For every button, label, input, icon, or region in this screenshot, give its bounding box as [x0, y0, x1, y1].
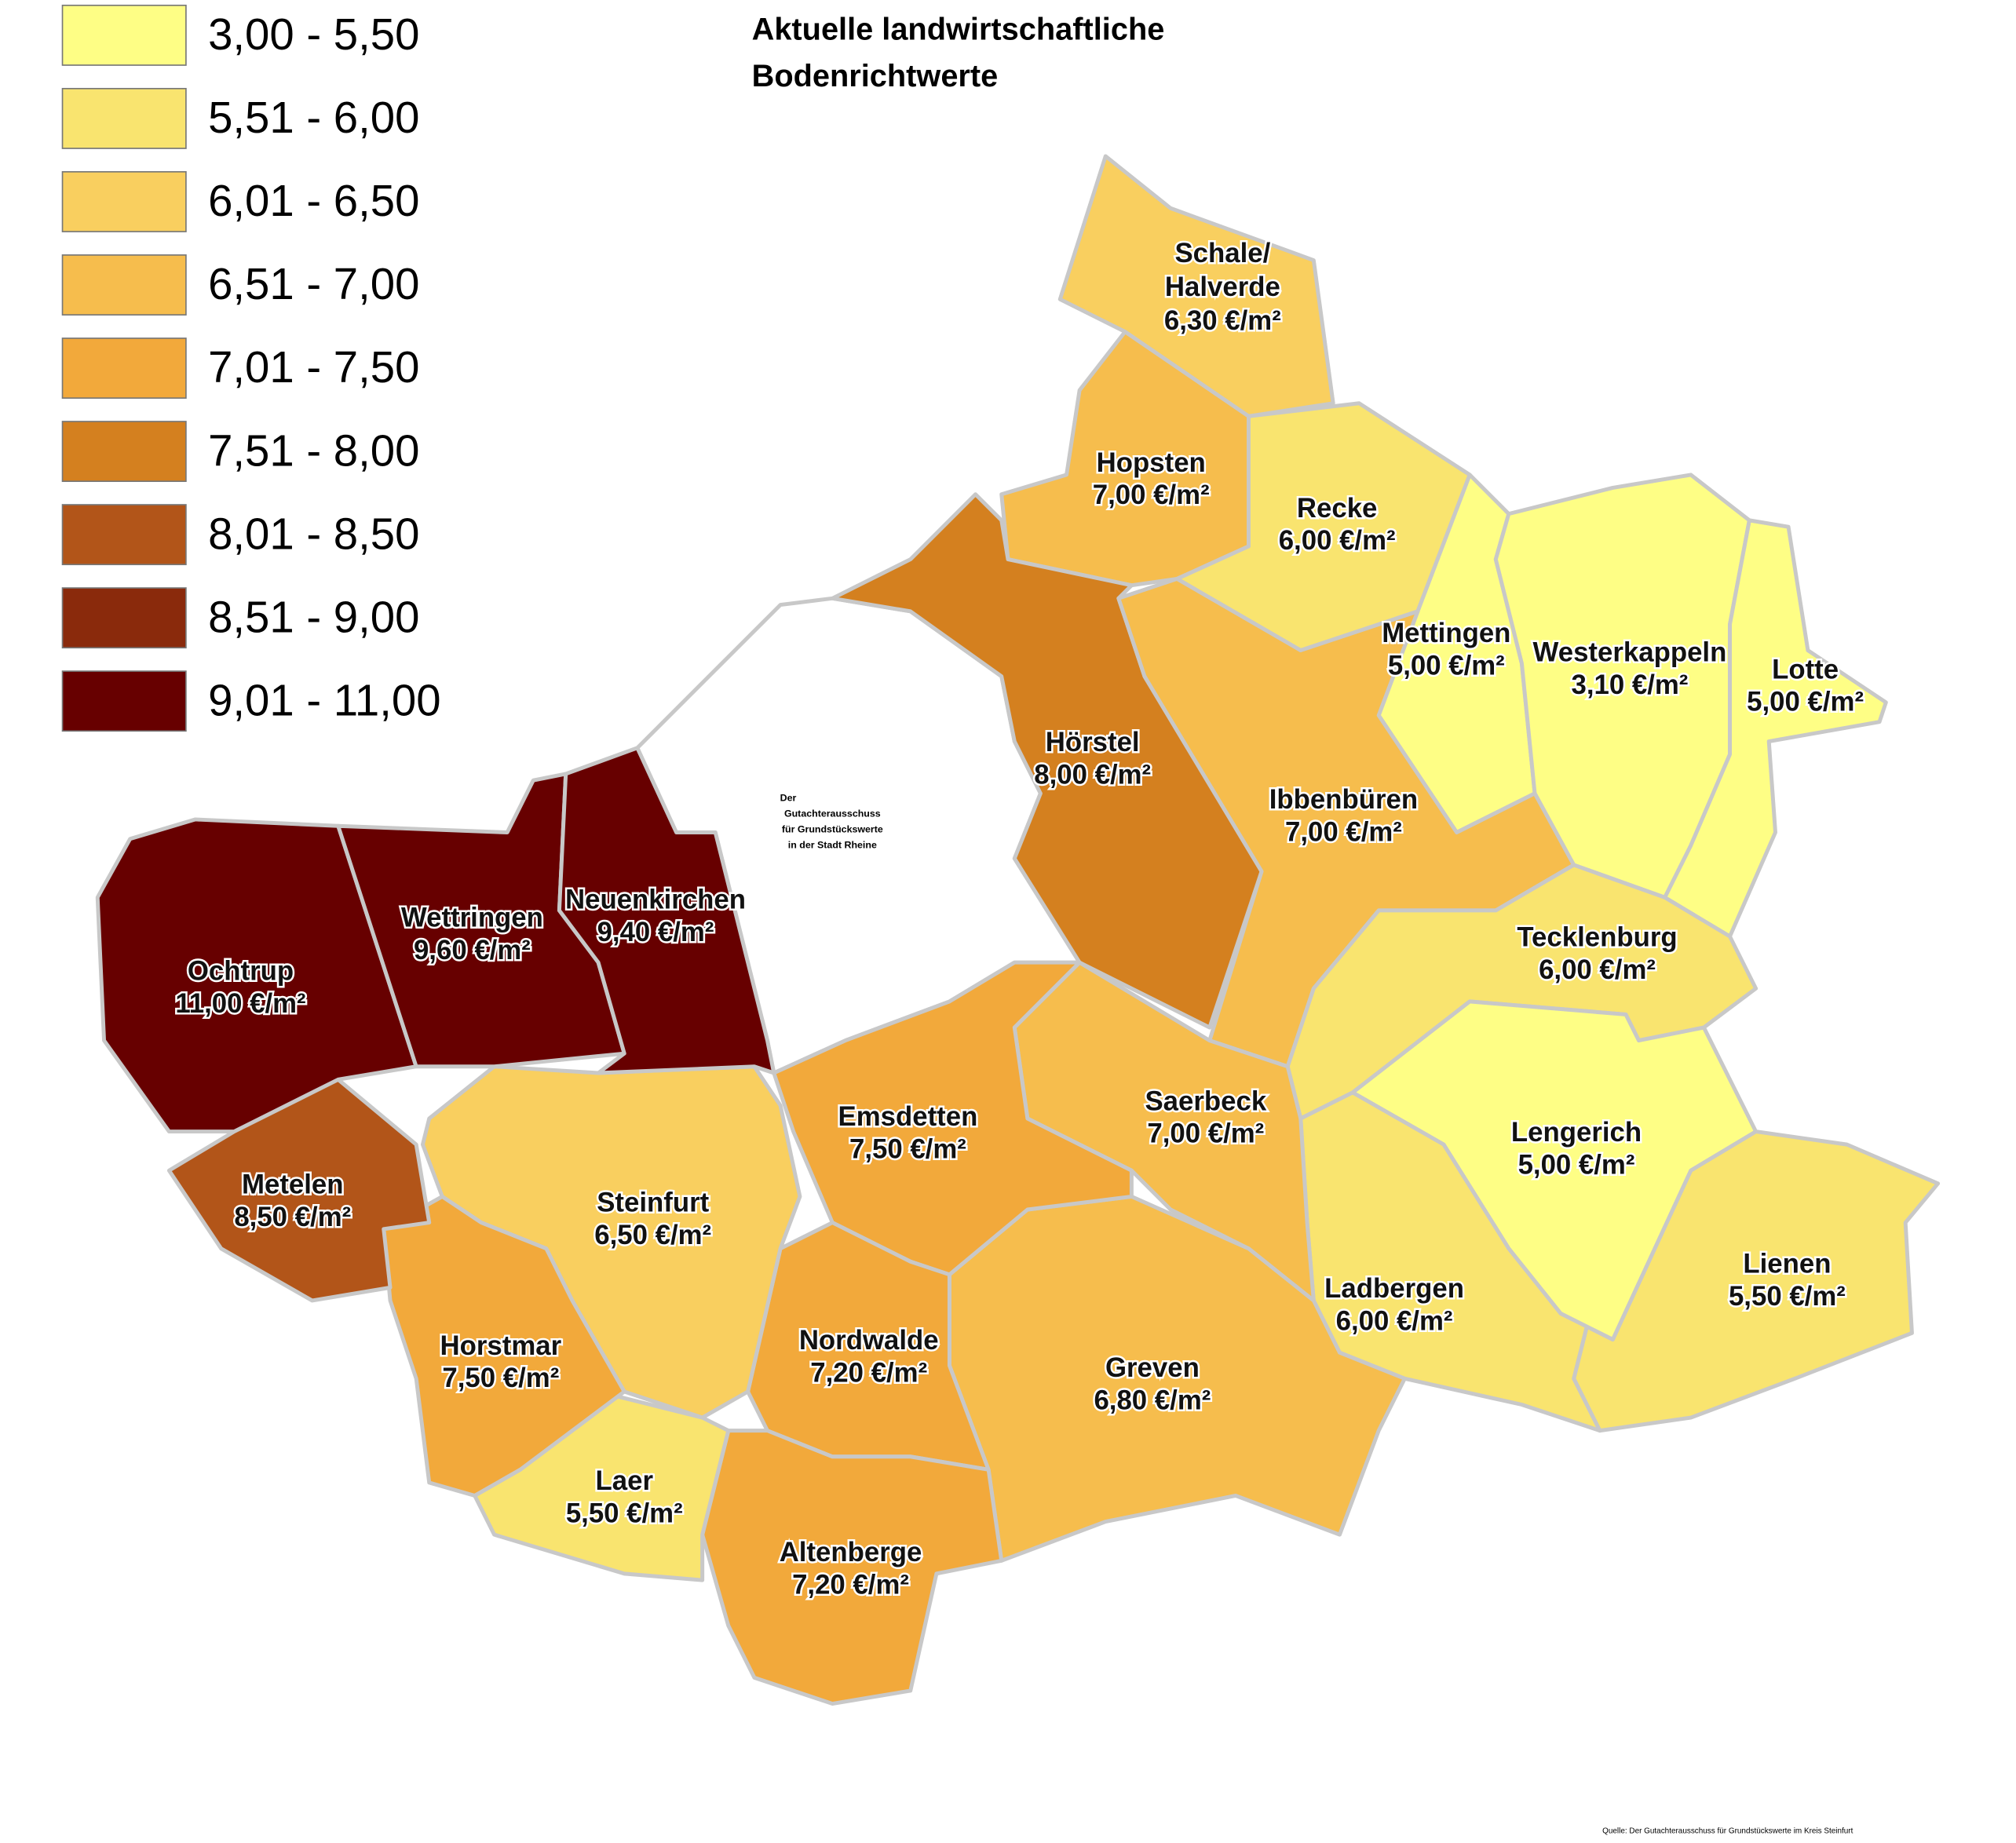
rheine-note: für Grundstückswerte	[782, 823, 883, 834]
region-name: Steinfurt	[597, 1188, 709, 1218]
region-name: Saerbeck	[1145, 1086, 1266, 1116]
region-name: Laer	[596, 1466, 654, 1496]
region-value: 7,20 €/m²	[792, 1571, 909, 1600]
region-value: 8,50 €/m²	[234, 1203, 351, 1232]
region-name: Tecklenburg	[1517, 923, 1677, 953]
region-value: 5,00 €/m²	[1747, 688, 1864, 717]
region-name: Ibbenbüren	[1269, 785, 1418, 815]
region	[700, 1429, 1004, 1706]
region-value: 6,00 €/m²	[1539, 955, 1656, 985]
rheine-note: in der Stadt Rheine	[788, 839, 877, 850]
region-value: 5,00 €/m²	[1518, 1150, 1635, 1180]
region-value: 7,50 €/m²	[442, 1363, 559, 1393]
region-value: 5,00 €/m²	[1388, 651, 1505, 681]
region-name: Hopsten	[1097, 448, 1206, 478]
region	[557, 746, 776, 1075]
legend-swatch	[61, 88, 187, 149]
region-name: Horstmar	[440, 1331, 562, 1361]
map-title: Bodenrichtwerte	[752, 59, 999, 93]
region-value: 5,50 €/m²	[566, 1499, 683, 1529]
legend-swatch	[61, 670, 187, 732]
region-name: Halverde	[1165, 272, 1280, 302]
region-name: Hörstel	[1046, 728, 1140, 757]
region-name: Ochtrup	[188, 957, 294, 987]
legend-label: 6,01 - 6,50	[208, 176, 419, 225]
region-value: 6,80 €/m²	[1094, 1385, 1211, 1415]
legend-swatch	[61, 171, 187, 232]
region-value: 3,10 €/m²	[1572, 670, 1689, 700]
region-name: Nordwalde	[799, 1326, 939, 1356]
region-value: 11,00 €/m²	[175, 989, 305, 1019]
source-note: Quelle: Der Gutachterausschuss für Grund…	[1602, 1827, 1853, 1836]
legend-swatch	[61, 421, 187, 483]
region-value: 6,50 €/m²	[594, 1221, 711, 1250]
region-value: 8,00 €/m²	[1034, 760, 1151, 790]
legend-swatch	[61, 254, 187, 316]
legend-swatch	[61, 338, 187, 399]
region-value: 7,50 €/m²	[849, 1135, 966, 1165]
region-name: Lotte	[1772, 655, 1839, 684]
region-name: Metelen	[242, 1170, 344, 1199]
legend-swatch	[61, 587, 187, 649]
legend-label: 7,01 - 7,50	[208, 342, 419, 392]
region	[95, 817, 418, 1134]
legend-swatch	[61, 4, 187, 66]
region	[1572, 1130, 1941, 1433]
region-name: Neuenkirchen	[565, 885, 746, 915]
legend-label: 9,01 - 11,00	[208, 675, 440, 724]
region-name: Ladbergen	[1324, 1274, 1464, 1304]
region-value: 6,30 €/m²	[1164, 306, 1281, 336]
region-name: Schale/	[1174, 239, 1270, 268]
legend-swatch	[61, 504, 187, 566]
region-name: Altenberge	[780, 1538, 922, 1567]
region	[1663, 518, 1888, 939]
legend-label: 5,51 - 6,00	[208, 93, 419, 142]
legend-label: 3,00 - 5,50	[208, 9, 419, 59]
region-value: 9,60 €/m²	[414, 936, 531, 965]
region-name: Recke	[1297, 494, 1378, 524]
region-value: 6,00 €/m²	[1279, 526, 1396, 556]
legend-label: 6,51 - 7,00	[208, 259, 419, 308]
region-name: Westerkappeln	[1533, 638, 1727, 668]
region-name: Emsdetten	[838, 1102, 978, 1132]
region-value: 7,20 €/m²	[810, 1359, 927, 1389]
region-value: 7,00 €/m²	[1147, 1119, 1264, 1149]
region-name: Greven	[1105, 1353, 1200, 1383]
legend-label: 8,01 - 8,50	[208, 509, 419, 558]
region-name: Mettingen	[1382, 619, 1510, 648]
region-name: Lienen	[1743, 1249, 1831, 1279]
region-name: Wettringen	[401, 903, 543, 933]
region-value: 9,40 €/m²	[597, 918, 714, 947]
legend-label: 7,51 - 8,00	[208, 425, 419, 475]
rheine-note: Gutachterausschuss	[784, 808, 881, 819]
legend-label: 8,51 - 9,00	[208, 592, 419, 641]
regions	[95, 154, 1941, 1706]
region-value: 7,00 €/m²	[1285, 817, 1402, 847]
region-value: 7,00 €/m²	[1093, 480, 1210, 510]
region-value: 6,00 €/m²	[1336, 1306, 1453, 1336]
map-title: Aktuelle landwirtschaftliche	[752, 12, 1165, 46]
region-value: 5,50 €/m²	[1729, 1282, 1846, 1312]
rheine-note: Der	[780, 793, 797, 804]
region-name: Lengerich	[1511, 1118, 1642, 1148]
region	[382, 1194, 626, 1498]
